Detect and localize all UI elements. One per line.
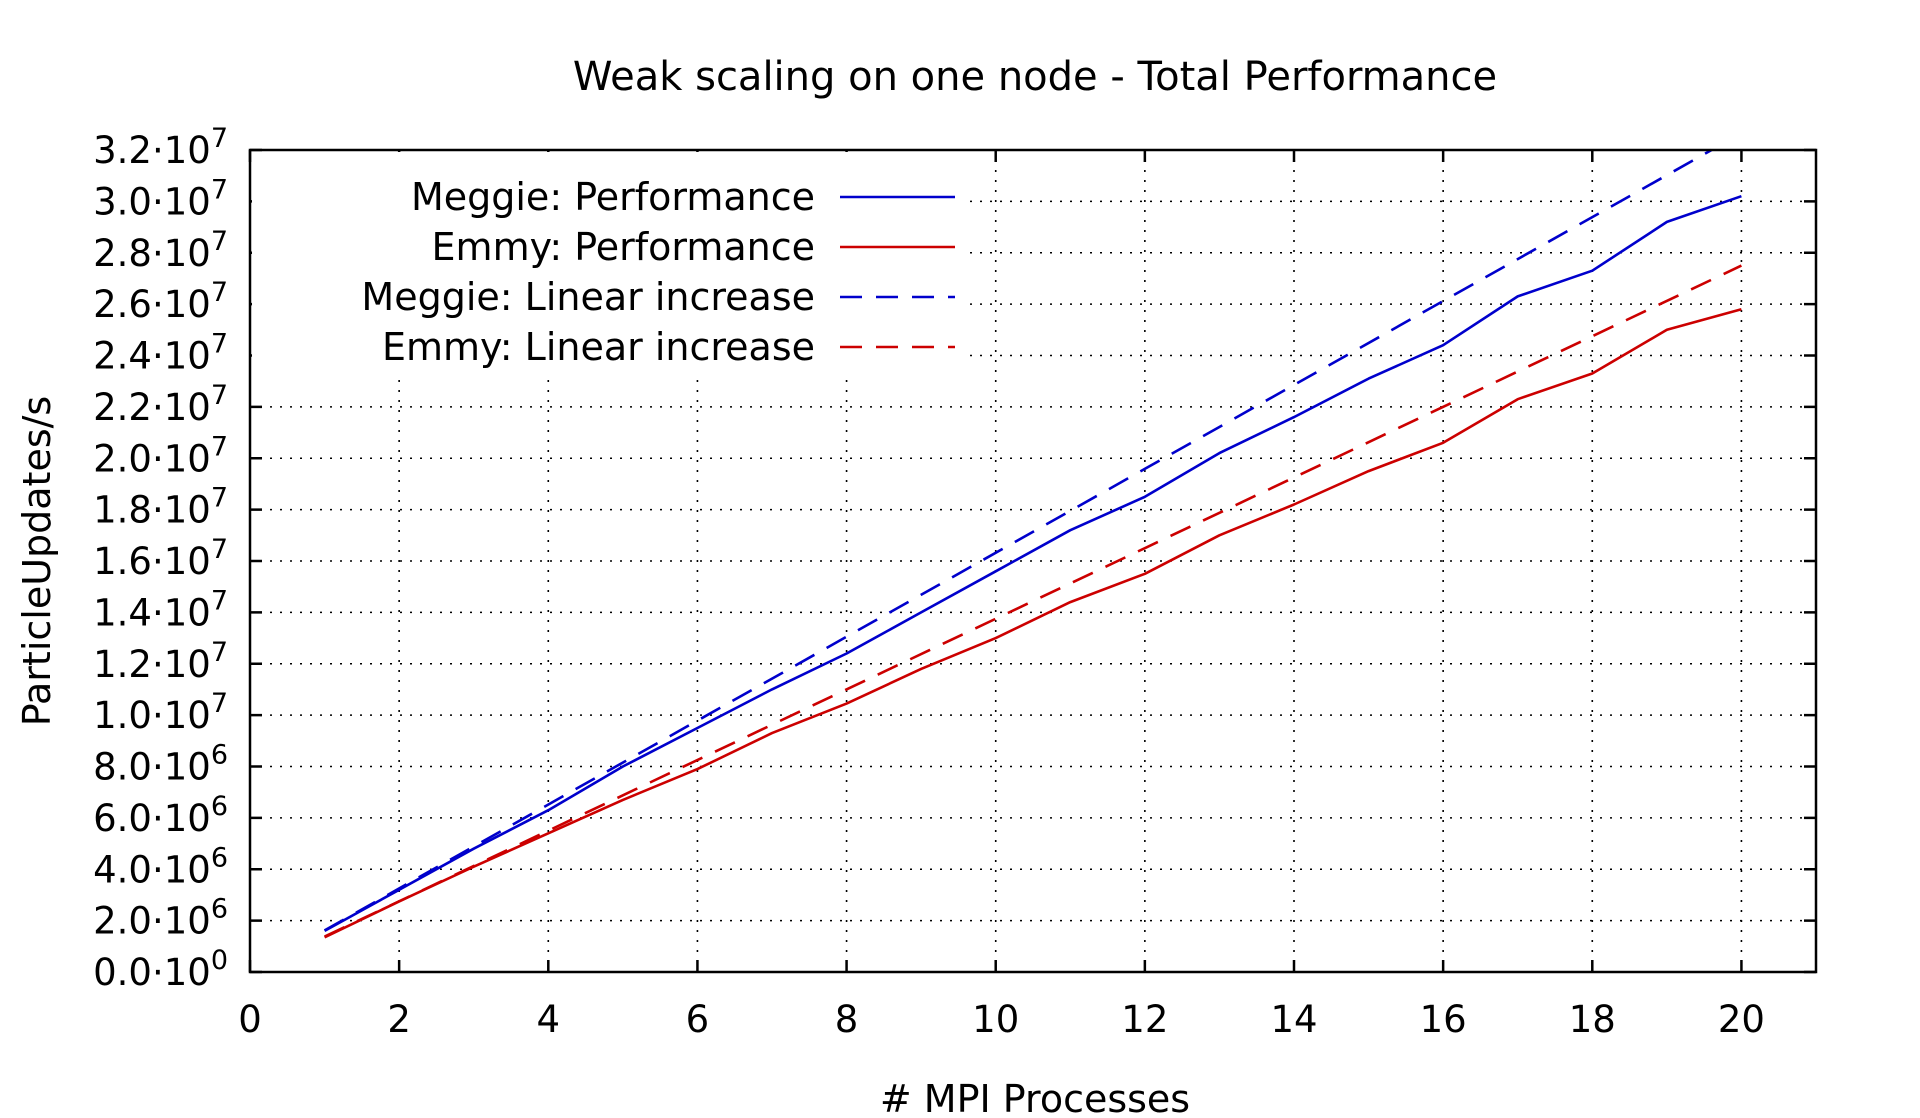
y-tick-label: 3.0·107 [93,174,228,223]
y-tick-mantissa: 8.0 [93,746,152,789]
y-tick-mantissa: 1.2 [93,643,152,686]
y-tick-dot: ·10 [152,746,211,789]
x-tick-label: 4 [537,998,561,1041]
y-tick-exponent: 7 [211,277,228,308]
y-tick-mantissa: 0.0 [93,951,152,994]
y-tick-label: 1.4·107 [93,585,228,634]
legend-entry-label: Emmy: Linear increase [382,325,815,369]
y-tick-dot: ·10 [152,848,211,891]
y-tick-label: 3.2·107 [93,123,228,172]
x-tick-label: 6 [686,998,710,1041]
y-tick-dot: ·10 [152,900,211,943]
x-tick-label: 12 [1121,998,1168,1041]
x-tick-label: 20 [1718,998,1765,1041]
y-tick-exponent: 7 [211,123,228,154]
y-tick-exponent: 7 [211,534,228,565]
x-tick-label: 2 [387,998,411,1041]
x-tick-label: 14 [1270,998,1317,1041]
y-tick-exponent: 7 [211,637,228,668]
y-tick-label: 2.6·107 [93,277,228,326]
legend-entry-label: Emmy: Performance [432,225,815,269]
x-tick-label: 10 [972,998,1019,1041]
y-tick-dot: ·10 [152,643,211,686]
y-tick-dot: ·10 [152,591,211,634]
y-tick-mantissa: 3.0 [93,180,152,223]
grid-lines [250,150,1816,972]
y-tick-dot: ·10 [152,180,211,223]
x-tick-label: 8 [835,998,859,1041]
y-tick-dot: ·10 [152,540,211,583]
y-tick-label: 8.0·106 [93,740,228,789]
y-tick-exponent: 7 [211,431,228,462]
y-tick-mantissa: 1.4 [93,591,152,634]
x-axis-label: # MPI Processes [880,1077,1190,1118]
series-line-2 [324,308,1742,939]
y-tick-mantissa: 1.6 [93,540,152,583]
y-tick-dot: ·10 [152,951,211,994]
y-tick-exponent: 6 [211,894,228,925]
y-tick-mantissa: 2.8 [93,232,152,275]
legend-background [252,152,964,374]
y-tick-label: 2.0·107 [93,431,228,480]
series-line-1 [323,194,1742,933]
y-tick-label: 2.4·107 [93,329,228,378]
x-tick-label: 18 [1569,998,1616,1041]
legend-entry-label: Meggie: Linear increase [361,275,815,319]
y-tick-mantissa: 2.4 [93,335,152,378]
y-tick-exponent: 7 [211,585,228,616]
y-axis-label: ParticleUpdates/s [15,396,59,726]
y-tick-mantissa: 2.6 [93,283,152,326]
y-tick-exponent: 7 [211,380,228,411]
y-tick-exponent: 7 [211,226,228,257]
y-tick-label: 4.0·106 [93,842,228,891]
series-line-4 [324,264,1742,938]
y-tick-exponent: 7 [211,329,228,360]
x-tick-label: 0 [238,998,262,1041]
y-tick-mantissa: 2.2 [93,386,152,429]
y-tick-label: 0.0·100 [93,945,228,994]
y-tick-exponent: 7 [211,688,228,719]
y-tick-label: 2.8·107 [93,226,228,275]
y-tick-dot: ·10 [152,232,211,275]
y-tick-mantissa: 4.0 [93,848,152,891]
y-tick-label: 2.0·106 [93,894,228,943]
y-tick-mantissa: 1.8 [93,489,152,532]
y-tick-dot: ·10 [152,335,211,378]
y-tick-dot: ·10 [152,283,211,326]
series-line-3 [323,148,1713,932]
y-tick-dot: ·10 [152,437,211,480]
y-tick-dot: ·10 [152,386,211,429]
legend: Meggie: Performance Emmy: Performance Megg… [252,152,964,374]
y-tick-mantissa: 2.0 [93,437,152,480]
y-tick-exponent: 6 [211,791,228,822]
y-tick-mantissa: 2.0 [93,900,152,943]
y-tick-exponent: 6 [211,842,228,873]
y-tick-dot: ·10 [152,797,211,840]
y-tick-label: 6.0·106 [93,791,228,840]
series-lines [323,148,1742,939]
y-tick-label: 1.0·107 [93,688,228,737]
chart-title: Weak scaling on one node - Total Perform… [573,54,1497,100]
y-tick-exponent: 6 [211,740,228,771]
y-tick-label: 1.6·107 [93,534,228,583]
x-tick-label: 16 [1420,998,1467,1041]
y-tick-mantissa: 3.2 [93,129,152,172]
y-tick-exponent: 7 [211,483,228,514]
legend-entry-label: Meggie: Performance [411,175,815,219]
y-tick-dot: ·10 [152,129,211,172]
y-tick-exponent: 7 [211,174,228,205]
y-tick-label: 2.2·107 [93,380,228,429]
y-tick-label: 1.2·107 [93,637,228,686]
y-tick-mantissa: 6.0 [93,797,152,840]
y-tick-mantissa: 1.0 [93,694,152,737]
y-tick-dot: ·10 [152,694,211,737]
y-tick-label: 1.8·107 [93,483,228,532]
y-tick-exponent: 0 [211,945,228,976]
y-tick-dot: ·10 [152,489,211,532]
